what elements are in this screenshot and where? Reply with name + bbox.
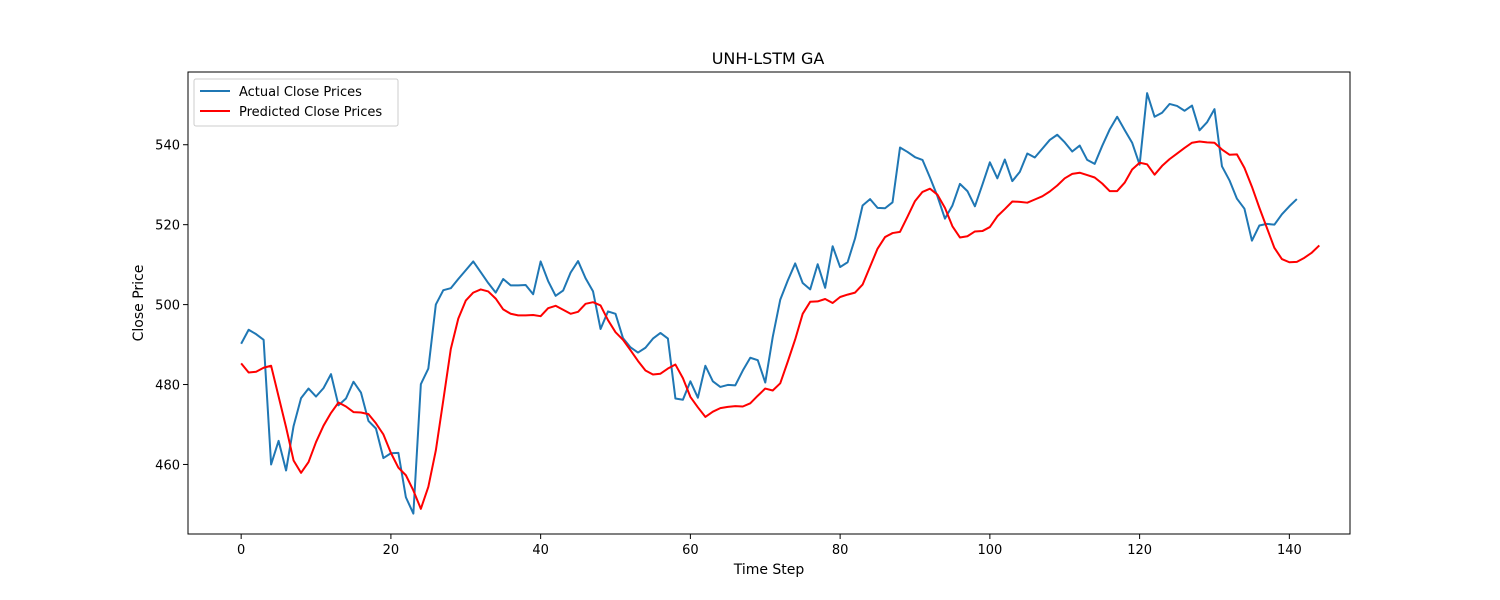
y-tick-label: 540 (155, 139, 180, 154)
x-axis: 0 20 40 60 80 100 120 140 (237, 534, 1302, 558)
chart-title: UNH-LSTM GA (712, 49, 825, 68)
x-tick-label: 0 (237, 543, 245, 558)
series-line-actual-close-prices (240, 92, 1298, 515)
legend-label-actual: Actual Close Prices (239, 85, 362, 100)
y-axis-label: Close Price (131, 265, 147, 342)
series-line-predicted-close-prices (240, 140, 1320, 510)
x-tick-label: 140 (1277, 543, 1302, 558)
x-tick-label: 60 (682, 543, 699, 558)
x-tick-label: 120 (1127, 543, 1152, 558)
y-tick-label: 480 (155, 379, 180, 394)
legend-label-predicted: Predicted Close Prices (239, 105, 382, 120)
y-tick-label: 460 (155, 458, 180, 473)
x-axis-label: Time Step (733, 562, 805, 578)
x-tick-label: 80 (832, 543, 849, 558)
x-tick-label: 100 (977, 543, 1002, 558)
axes-frame (187, 71, 1351, 535)
x-tick-label: 40 (532, 543, 549, 558)
x-tick-label: 20 (383, 543, 400, 558)
legend: Actual Close Prices Predicted Close Pric… (193, 78, 399, 127)
legend-box (193, 78, 399, 127)
y-tick-label: 500 (155, 299, 180, 314)
y-tick-label: 520 (155, 219, 180, 234)
y-axis: 460 480 500 520 540 (155, 139, 188, 473)
plot-area (240, 92, 1320, 515)
